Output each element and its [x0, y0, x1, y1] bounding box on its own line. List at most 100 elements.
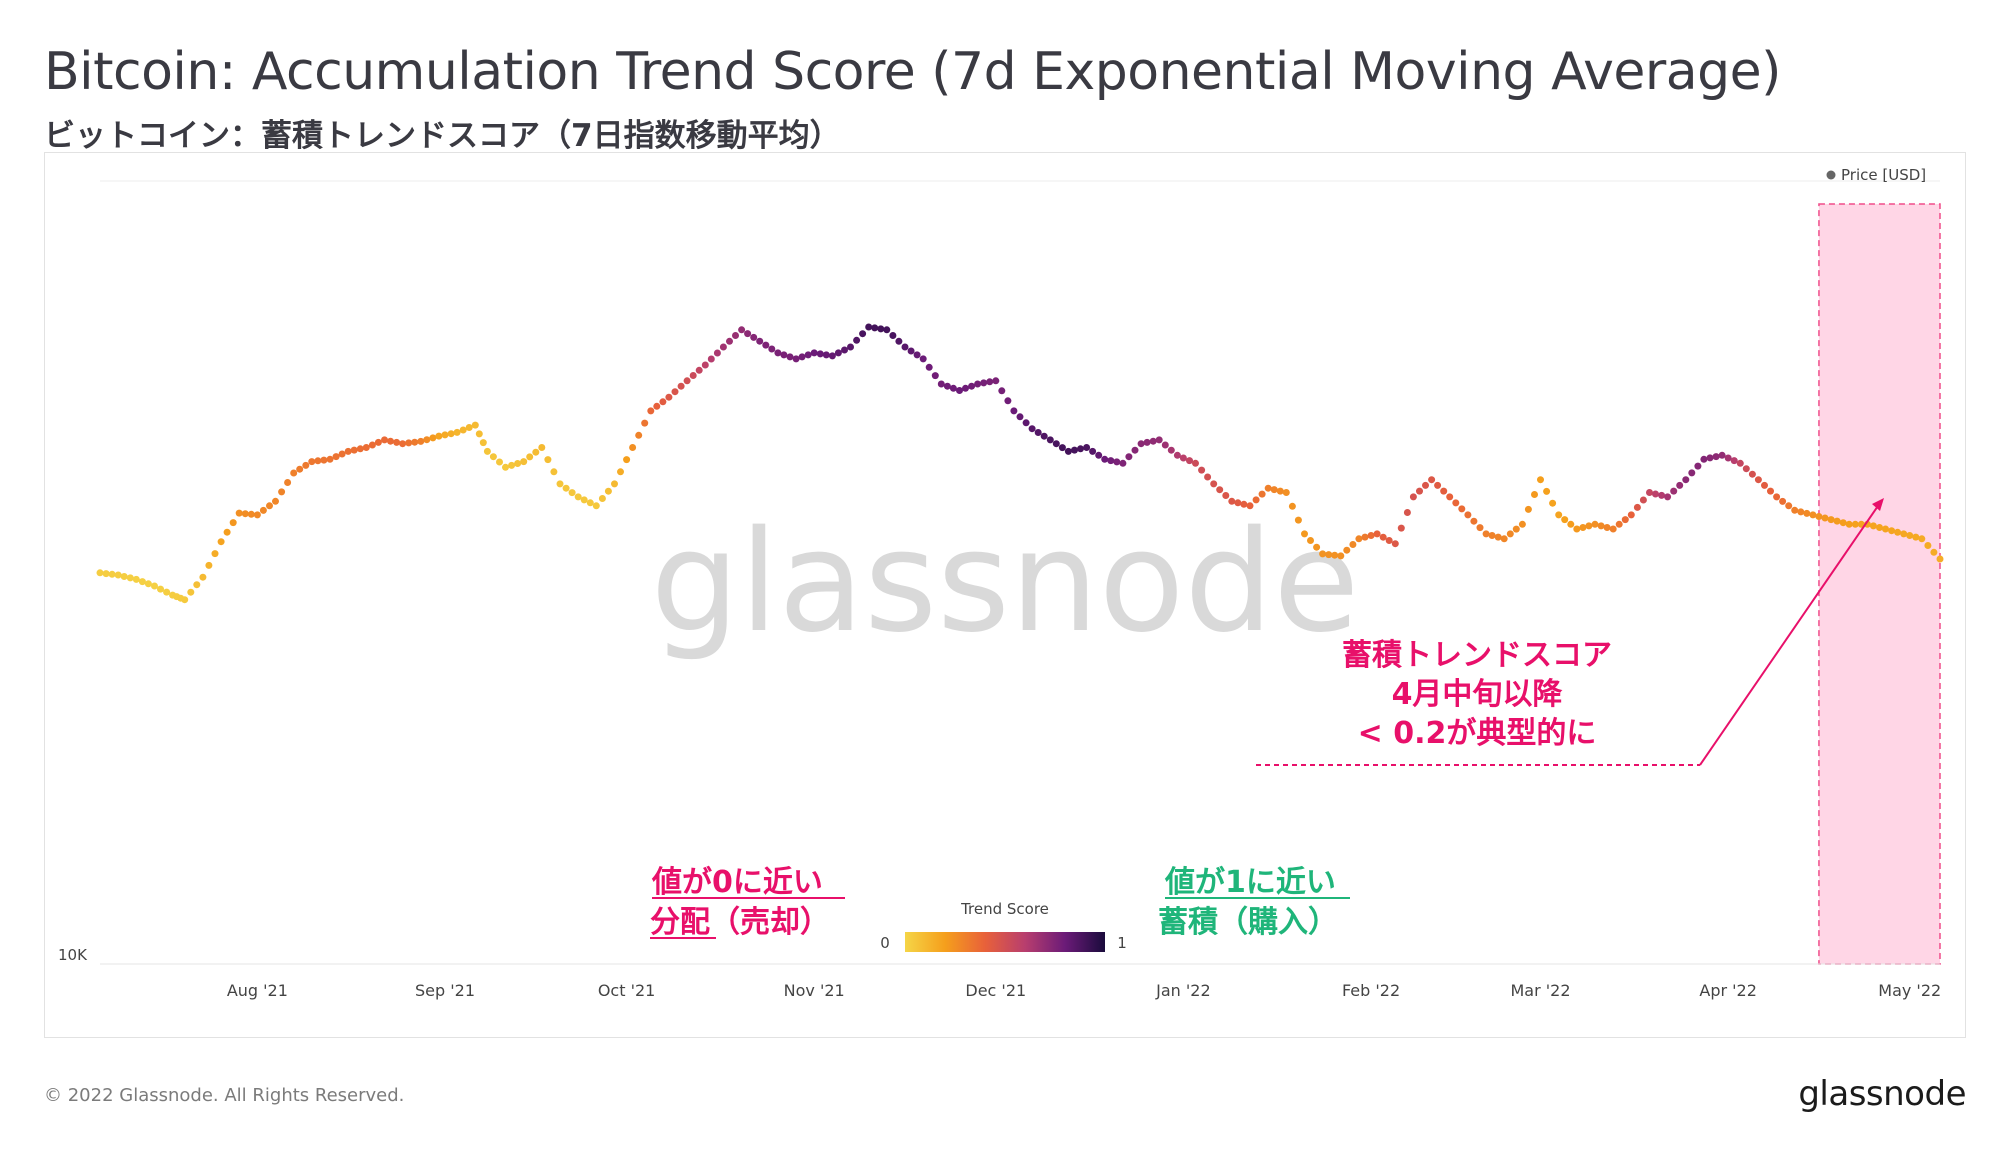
price-point	[229, 519, 237, 527]
price-point	[199, 573, 207, 581]
price-point	[1658, 491, 1666, 499]
legend-label: Price [USD]	[1841, 166, 1926, 184]
colorbar-title: Trend Score	[960, 900, 1049, 918]
price-point	[1621, 516, 1629, 524]
x-tick-label: Apr '22	[1699, 981, 1757, 1000]
price-point	[768, 345, 776, 353]
price-point	[1101, 455, 1109, 463]
price-point	[1403, 509, 1411, 516]
price-point	[259, 506, 267, 514]
price-point	[114, 571, 122, 579]
price-point	[1821, 514, 1829, 522]
price-point	[1603, 524, 1611, 531]
price-point	[732, 332, 739, 339]
x-tick-label: Sep '21	[415, 981, 475, 1000]
price-point	[980, 379, 988, 387]
price-point	[441, 431, 449, 439]
price-point	[877, 325, 885, 333]
callout-line-3: < 0.2が典型的に	[1358, 716, 1597, 751]
price-point	[1918, 535, 1926, 543]
price-point	[883, 326, 891, 334]
price-point	[1301, 530, 1308, 538]
price-point	[1367, 532, 1375, 539]
price-point	[1095, 451, 1103, 459]
distribution-annotation: 値が0に近い 分配（売却）	[650, 865, 845, 940]
price-point	[1906, 532, 1914, 539]
price-point	[193, 581, 201, 589]
legend-marker	[1826, 170, 1836, 180]
price-point	[1167, 446, 1175, 454]
price-point	[544, 456, 552, 464]
price-point	[713, 349, 721, 357]
price-point	[1585, 522, 1593, 530]
price-point	[1325, 551, 1333, 559]
highlight-region	[1818, 203, 1941, 965]
x-tick-label: May '22	[1878, 981, 1941, 1000]
price-point	[272, 497, 279, 505]
price-point	[489, 453, 497, 461]
price-point	[1416, 487, 1423, 495]
footer-glassnode-logo[interactable]: glassnode	[1798, 1074, 1966, 1114]
price-point	[828, 352, 836, 360]
price-point	[1809, 511, 1817, 519]
price-point	[604, 487, 612, 495]
price-point	[1754, 476, 1762, 484]
price-point	[847, 343, 854, 351]
chart-title: Bitcoin: Accumulation Trend Score (7d Ex…	[44, 42, 1781, 102]
price-point	[1064, 447, 1072, 455]
price-point	[671, 388, 679, 396]
price-point	[1361, 533, 1369, 541]
price-point	[598, 495, 606, 502]
price-point	[1204, 473, 1212, 481]
price-point	[1506, 530, 1514, 538]
price-point	[374, 438, 382, 446]
price-point	[1851, 520, 1859, 528]
price-point	[653, 402, 661, 410]
price-point	[1252, 496, 1260, 504]
price-point	[1216, 486, 1224, 494]
price-point	[707, 355, 715, 363]
price-point	[1869, 522, 1877, 530]
price-point	[538, 444, 546, 451]
accumulation-line-2: 蓄積（購入）	[1158, 905, 1338, 940]
price-point	[96, 569, 104, 577]
price-point	[496, 458, 503, 466]
price-point	[1071, 446, 1078, 454]
price-point	[217, 538, 225, 546]
price-point	[1724, 454, 1732, 462]
price-point	[447, 430, 455, 438]
price-point	[332, 453, 340, 461]
price-point	[1434, 481, 1442, 489]
price-point	[592, 502, 600, 510]
price-point	[1664, 493, 1672, 501]
price-point	[1149, 437, 1157, 445]
price-point	[1785, 502, 1793, 510]
price-point	[1627, 511, 1635, 519]
price-point	[1730, 457, 1738, 465]
price-point	[937, 380, 945, 388]
price-point	[479, 439, 487, 447]
price-point	[1736, 459, 1744, 467]
price-point	[1706, 454, 1714, 462]
price-point	[798, 353, 806, 361]
price-point	[629, 444, 637, 451]
price-point	[617, 468, 624, 476]
legend[interactable]: Price [USD]	[1826, 166, 1927, 184]
distribution-line-2: 分配（売却）	[650, 905, 830, 940]
price-point	[913, 351, 921, 359]
price-point	[919, 355, 927, 363]
price-point	[163, 588, 171, 596]
price-point	[368, 441, 376, 449]
price-point	[744, 330, 752, 338]
price-point	[459, 426, 467, 434]
price-point	[284, 479, 292, 486]
price-point	[1639, 496, 1647, 504]
price-point	[1524, 505, 1532, 513]
price-point	[1028, 425, 1036, 433]
x-tick-label: Jan '22	[1155, 981, 1211, 1000]
price-point	[1010, 407, 1018, 415]
distribution-line-1: 値が0に近い	[651, 865, 823, 900]
price-point	[925, 363, 933, 371]
price-point	[1428, 476, 1436, 484]
